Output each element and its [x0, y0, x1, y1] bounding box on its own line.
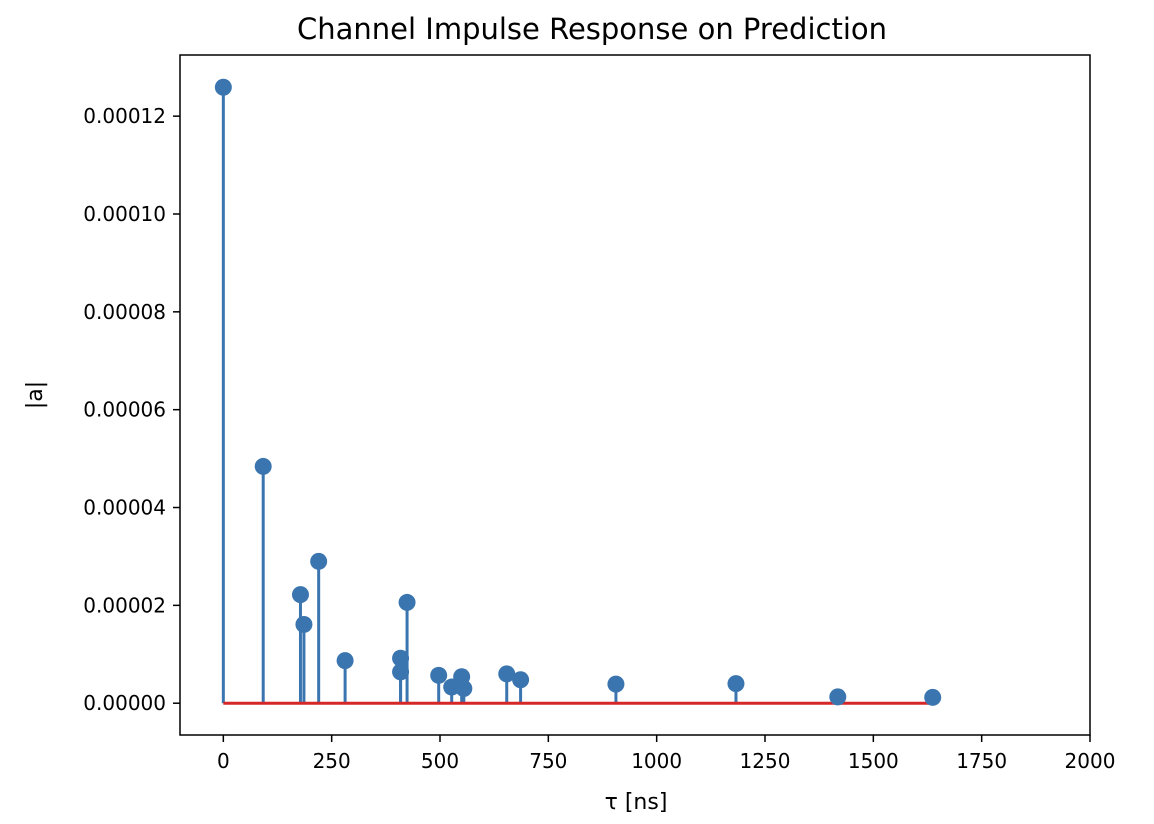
stem-marker-17	[829, 688, 847, 706]
stem-marker-9	[430, 666, 448, 684]
stem-marker-2	[291, 586, 309, 604]
stem-marker-8	[398, 593, 416, 611]
y-tick-label-4: 0.00008	[83, 300, 166, 324]
stem-marker-0	[214, 78, 232, 96]
x-tick-label-6: 1500	[848, 749, 899, 773]
x-tick-label-3: 750	[529, 749, 567, 773]
x-axis-ticks: 0 250 500 750 1000 1250 1500 1750 2000	[217, 735, 1115, 773]
stem-marker-6	[392, 649, 410, 667]
stem-marker-4	[310, 552, 328, 570]
y-tick-label-6: 0.00012	[83, 104, 166, 128]
stem-marker-18	[924, 688, 942, 706]
stem-marker-5	[336, 652, 354, 670]
stems-layer	[221, 87, 935, 704]
y-axis-label: |a|	[23, 381, 48, 409]
y-tick-label-0: 0.00000	[83, 691, 166, 715]
stem-marker-15	[607, 675, 625, 693]
x-tick-label-0: 0	[217, 749, 230, 773]
x-tick-label-2: 500	[421, 749, 459, 773]
markers-layer	[214, 78, 942, 706]
y-tick-label-1: 0.00002	[83, 593, 166, 617]
y-tick-label-5: 0.00010	[83, 202, 166, 226]
chart-title: Channel Impulse Response on Prediction	[297, 12, 887, 46]
y-tick-label-2: 0.00004	[83, 496, 166, 520]
stem-marker-3	[295, 615, 313, 633]
x-tick-label-8: 2000	[1065, 749, 1116, 773]
x-tick-label-4: 1000	[631, 749, 682, 773]
x-tick-label-5: 1250	[740, 749, 791, 773]
stem-marker-13	[498, 665, 516, 683]
stem-marker-12	[455, 680, 473, 698]
x-tick-label-1: 250	[313, 749, 351, 773]
y-axis-ticks: 0.00000 0.00002 0.00004 0.00006 0.00008 0.000…	[83, 104, 180, 715]
plot-frame	[179, 54, 1091, 736]
y-tick-label-3: 0.00006	[83, 398, 166, 422]
stem-marker-16	[727, 675, 745, 693]
x-axis-label: τ [ns]	[605, 790, 668, 815]
stem-marker-14	[512, 671, 530, 689]
stem-marker-1	[254, 457, 272, 475]
x-tick-label-7: 1750	[956, 749, 1007, 773]
stem-marker-7	[392, 663, 410, 681]
